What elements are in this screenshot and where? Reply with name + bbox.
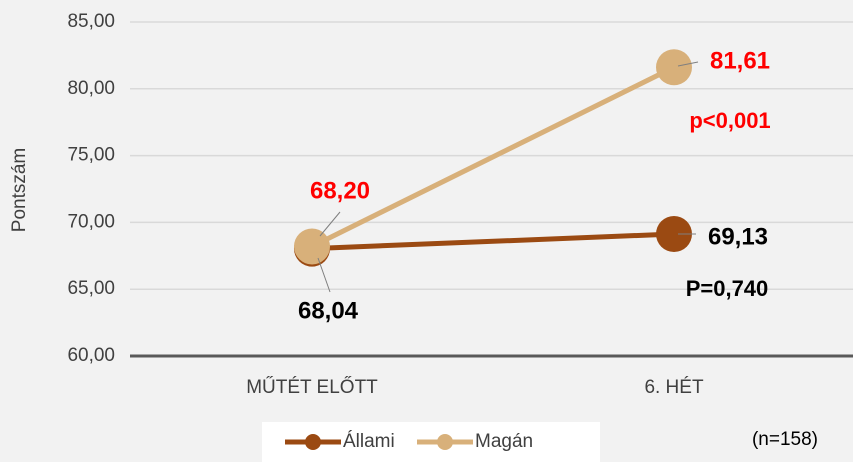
y-tick-label: 85,00 (67, 11, 115, 32)
y-tick-label: 80,00 (67, 78, 115, 99)
series-line (310, 65, 676, 249)
data-label: 68,20 (310, 177, 370, 204)
y-tick-label: 65,00 (67, 278, 115, 299)
annotation: (n=158) (752, 429, 818, 450)
legend-marker (305, 434, 321, 450)
annotation: P=0,740 (686, 276, 769, 301)
x-tick-label: 6. HÉT (644, 377, 704, 398)
leader-line (317, 257, 331, 293)
annotation: p<0,001 (689, 108, 770, 133)
y-tick-label: 75,00 (67, 145, 115, 166)
leader-line (319, 211, 341, 237)
y-axis-label: Pontszám (9, 148, 30, 232)
x-tick-label: MŰTÉT ELŐTT (246, 376, 378, 398)
legend-marker (437, 434, 453, 450)
series-line (311, 231, 675, 252)
data-label: 81,61 (710, 47, 770, 74)
marker (656, 49, 692, 86)
y-tick-label: 70,00 (67, 211, 115, 232)
data-label: 68,04 (298, 297, 359, 324)
legend-label: Állami (343, 431, 395, 452)
data-label: 69,13 (708, 223, 768, 250)
marker (656, 216, 692, 253)
y-tick-label: 60,00 (67, 345, 115, 366)
leader-line (677, 61, 699, 67)
legend-label: Magán (475, 431, 533, 452)
marker (294, 228, 330, 265)
